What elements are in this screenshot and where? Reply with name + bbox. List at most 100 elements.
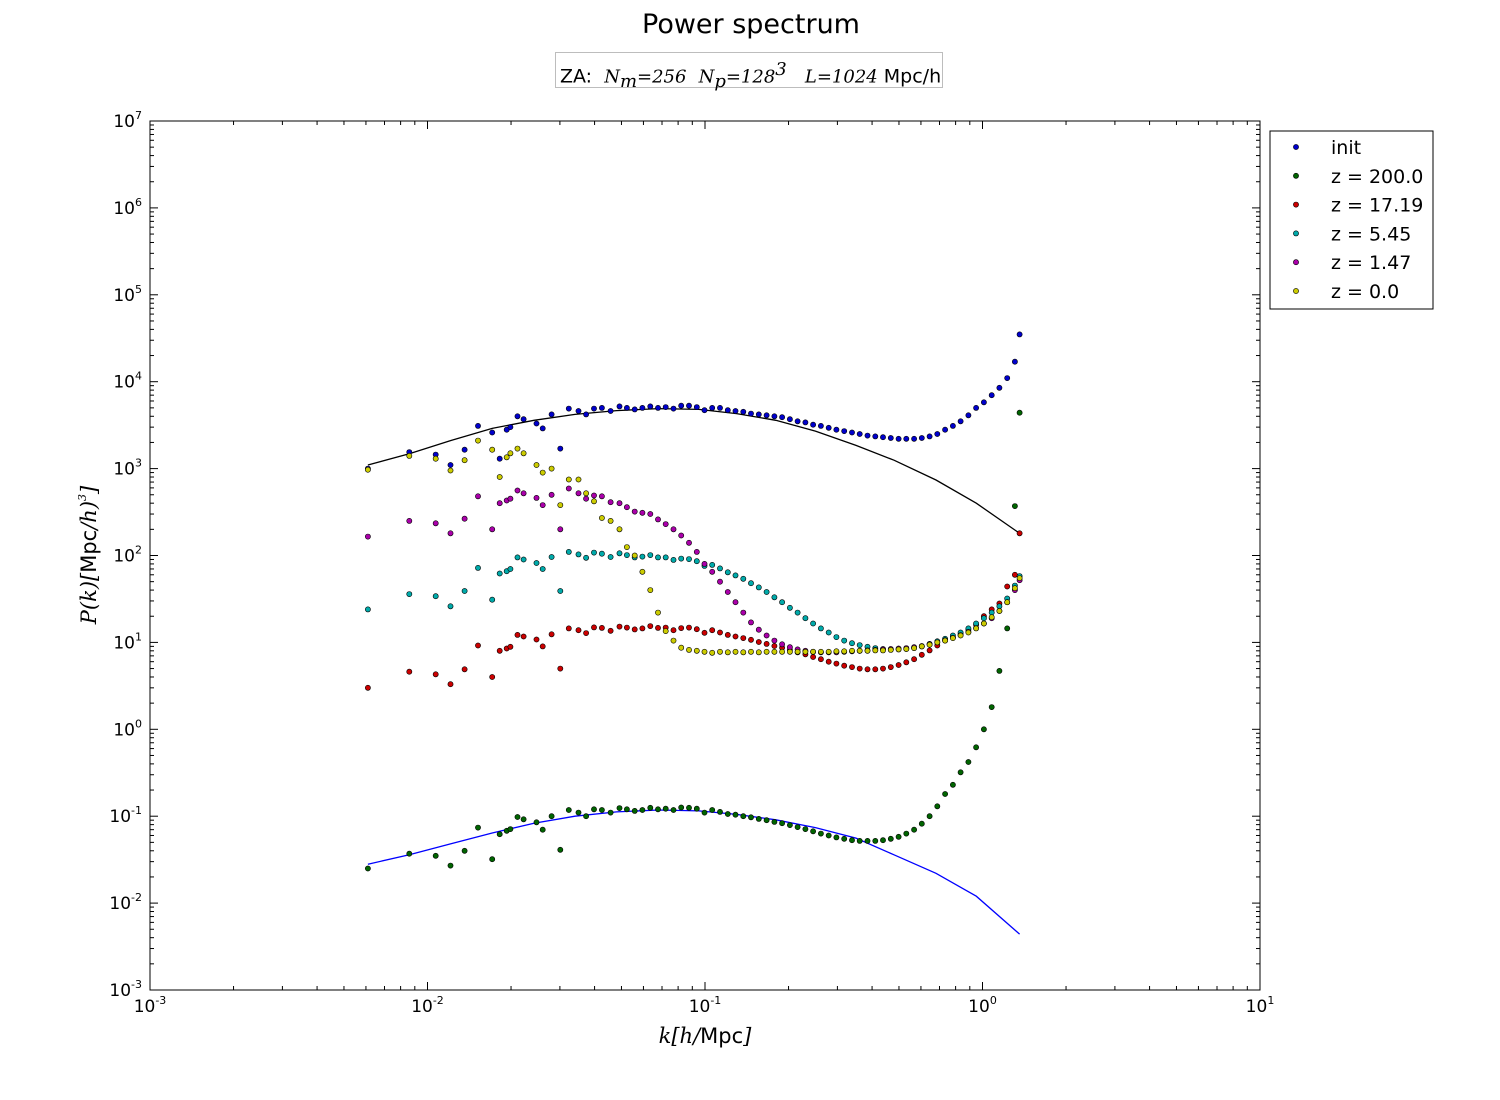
- data-point: [957, 418, 964, 425]
- data-point: [686, 539, 692, 546]
- data-point: [514, 487, 521, 494]
- data-point: [732, 408, 739, 414]
- data-point: [818, 422, 824, 429]
- data-point: [475, 642, 481, 649]
- y-tick-label: 105: [113, 283, 142, 306]
- data-point: [583, 411, 589, 418]
- data-point: [1004, 625, 1011, 632]
- data-point: [988, 392, 995, 399]
- data-point: [575, 476, 582, 483]
- data-point: [833, 834, 840, 841]
- data-point: [565, 476, 572, 483]
- data-point: [565, 405, 572, 412]
- data-point: [591, 405, 597, 412]
- data-point: [624, 504, 630, 511]
- data-point: [856, 838, 863, 844]
- data-point: [670, 627, 677, 634]
- data-point: [678, 644, 685, 651]
- data-point: [406, 591, 413, 597]
- data-point: [787, 604, 793, 611]
- data-point: [787, 822, 793, 828]
- data-point: [507, 826, 514, 832]
- data-point: [849, 837, 855, 844]
- data-point: [740, 649, 747, 656]
- chart-title: Power spectrum: [642, 9, 860, 40]
- data-point: [599, 404, 605, 411]
- data-point: [903, 659, 910, 666]
- data-point: [447, 530, 454, 537]
- data-point: [557, 526, 564, 533]
- data-point: [583, 495, 589, 502]
- data-point: [639, 509, 646, 516]
- data-point: [406, 668, 413, 675]
- data-point: [583, 630, 589, 636]
- data-point: [447, 467, 454, 474]
- data-point: [950, 635, 956, 641]
- data-point: [926, 433, 933, 440]
- data-point: [810, 648, 816, 655]
- data-point: [432, 455, 439, 462]
- data-point: [655, 806, 661, 813]
- data-point: [639, 625, 646, 632]
- data-point: [496, 570, 503, 577]
- data-point: [548, 465, 555, 472]
- data-point: [825, 424, 832, 431]
- data-point: [639, 568, 646, 575]
- data-point: [1012, 503, 1018, 509]
- data-point: [631, 626, 638, 633]
- data-point: [496, 455, 503, 462]
- data-point: [591, 624, 597, 631]
- data-point: [732, 572, 739, 579]
- data-point: [489, 429, 496, 436]
- data-point: [447, 862, 454, 869]
- data-point: [565, 485, 572, 492]
- data-point: [548, 411, 555, 418]
- data-point: [539, 425, 546, 432]
- data-point: [988, 614, 995, 621]
- reference-lines: [367, 407, 1021, 935]
- data-point: [709, 649, 716, 656]
- data-points: [364, 331, 1023, 872]
- data-point: [841, 835, 848, 842]
- series-5: [364, 437, 1023, 656]
- data-point: [740, 408, 747, 415]
- data-point: [539, 643, 546, 650]
- data-point: [717, 404, 723, 411]
- data-point: [849, 647, 855, 654]
- data-point: [864, 432, 871, 439]
- data-point: [779, 599, 785, 606]
- data-point: [599, 550, 605, 557]
- data-point: [624, 552, 630, 558]
- data-point: [1004, 375, 1011, 381]
- data-point: [802, 419, 809, 426]
- x-tick-label: 10-1: [689, 994, 722, 1017]
- data-point: [693, 404, 700, 410]
- data-point: [647, 587, 654, 593]
- data-point: [662, 554, 669, 561]
- data-point: [973, 625, 979, 632]
- data-point: [447, 603, 454, 610]
- data-point: [461, 588, 468, 594]
- y-tick-label: 10-1: [109, 804, 142, 827]
- data-point: [872, 647, 879, 654]
- x-tick-label: 10-3: [134, 994, 167, 1017]
- data-point: [432, 852, 439, 859]
- data-point: [895, 662, 902, 668]
- data-point: [849, 429, 855, 436]
- data-point: [616, 403, 623, 410]
- data-point: [950, 781, 956, 788]
- data-point: [599, 625, 605, 631]
- legend-marker: [1293, 172, 1299, 179]
- data-point: [655, 625, 661, 631]
- data-point: [489, 446, 496, 453]
- subtitle-prefix: ZA:: [560, 65, 593, 88]
- data-point: [724, 407, 731, 414]
- data-point: [432, 593, 439, 600]
- series-2: [364, 530, 1023, 691]
- data-point: [655, 516, 661, 523]
- data-point: [717, 629, 723, 636]
- data-point: [810, 421, 816, 428]
- data-point: [432, 520, 439, 527]
- legend: init z = 200.0 z = 17.19 z = 5.45 z = 1.47 z …: [1269, 130, 1434, 310]
- data-point: [678, 804, 685, 811]
